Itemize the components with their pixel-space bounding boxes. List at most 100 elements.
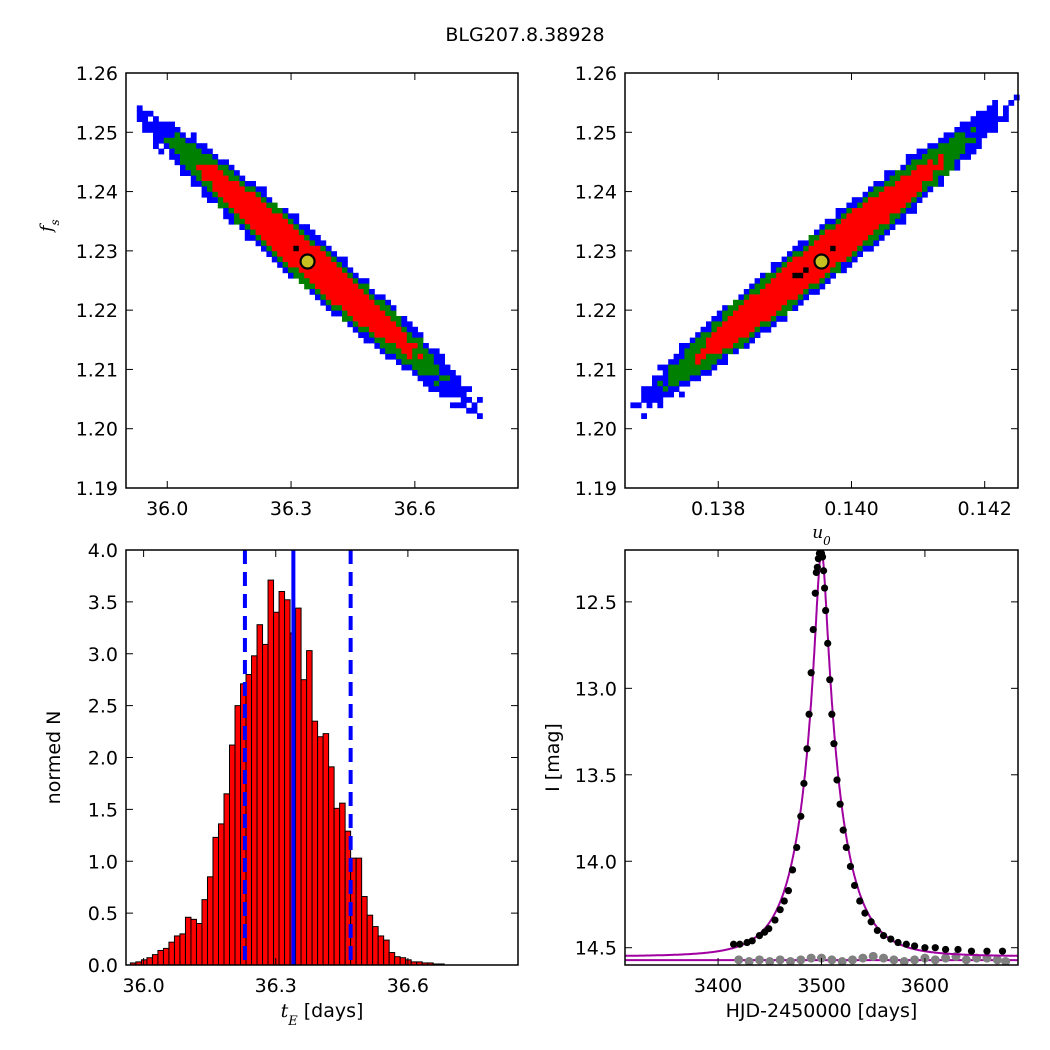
heatmap-cell bbox=[190, 170, 197, 176]
heatmap-cell bbox=[423, 343, 429, 349]
heatmap-cell bbox=[878, 191, 885, 198]
heatmap-cell bbox=[212, 164, 219, 171]
heatmap-cell bbox=[706, 348, 712, 355]
heatmap-cell bbox=[201, 143, 208, 149]
y-tick-label: 1.20 bbox=[575, 419, 617, 441]
y-tick-label: 0.0 bbox=[88, 955, 118, 977]
lightcurve-point bbox=[821, 584, 829, 592]
heatmap-cell bbox=[358, 289, 364, 295]
lightcurve-point bbox=[824, 639, 832, 647]
lightcurve-point bbox=[942, 945, 950, 954]
heatmap-cell bbox=[444, 380, 451, 387]
heatmap-cell bbox=[298, 278, 305, 284]
heatmap-cell bbox=[401, 326, 408, 333]
heatmap-cell bbox=[439, 391, 445, 398]
heatmap-cell bbox=[754, 278, 761, 284]
heatmap-cell bbox=[369, 305, 375, 311]
x-tick-label: 36.3 bbox=[255, 975, 297, 997]
heatmap-cell bbox=[347, 305, 354, 311]
heatmap-cell bbox=[873, 218, 880, 225]
heatmap-cell bbox=[781, 294, 788, 301]
heatmap-cell bbox=[695, 359, 701, 365]
heatmap-cell bbox=[668, 391, 674, 398]
heatmap-cell bbox=[336, 262, 343, 268]
heatmap-cell bbox=[244, 229, 251, 236]
heatmap-cell bbox=[406, 348, 413, 355]
heatmap-cell bbox=[970, 116, 977, 122]
heatmap-cell bbox=[787, 305, 793, 311]
heatmap-cell bbox=[760, 326, 766, 333]
heatmap-cell bbox=[792, 305, 799, 311]
histogram-bar bbox=[151, 954, 159, 966]
heatmap-cell bbox=[711, 337, 718, 344]
heatmap-cell bbox=[190, 143, 197, 149]
heatmap-cell bbox=[911, 197, 917, 203]
heatmap-cell bbox=[841, 218, 847, 225]
heatmap-cell bbox=[851, 235, 858, 241]
heatmap-cell bbox=[797, 294, 804, 301]
heatmap-cell bbox=[749, 294, 755, 301]
panel-tE-fs-heatmap bbox=[136, 105, 483, 419]
heatmap-cell bbox=[358, 316, 364, 322]
heatmap-cell bbox=[185, 137, 192, 144]
heatmap-cell bbox=[217, 191, 224, 198]
heatmap-cell bbox=[668, 375, 674, 382]
heatmap-cell bbox=[196, 148, 202, 155]
heatmap-cell bbox=[304, 283, 310, 290]
heatmap-cell bbox=[212, 197, 219, 203]
heatmap-cell bbox=[841, 240, 847, 247]
heatmap-cell bbox=[749, 316, 755, 322]
heatmap-cell bbox=[916, 164, 923, 171]
heatmap-cell bbox=[207, 164, 213, 171]
heatmap-cell bbox=[401, 332, 408, 338]
heatmap-cell bbox=[927, 143, 934, 149]
heatmap-cell bbox=[657, 391, 664, 398]
heatmap-cell bbox=[776, 299, 782, 306]
heatmap-cell bbox=[679, 370, 685, 376]
heatmap-cell bbox=[271, 251, 278, 257]
heatmap-cell bbox=[765, 316, 772, 322]
lightcurve-point bbox=[797, 812, 805, 820]
heatmap-cell bbox=[471, 407, 478, 414]
y-tick-label: 14.5 bbox=[575, 938, 617, 960]
heatmap-cell bbox=[733, 310, 739, 317]
heatmap-cell bbox=[417, 332, 424, 338]
heatmap-cell bbox=[331, 262, 337, 268]
y-tick-label: 1.22 bbox=[76, 300, 118, 322]
heatmap-cell bbox=[385, 326, 391, 333]
heatmap-cell bbox=[884, 186, 890, 193]
heatmap-cell bbox=[927, 181, 934, 187]
y-tick-label: 1.22 bbox=[575, 300, 617, 322]
heatmap-cell bbox=[776, 294, 782, 301]
heatmap-cell bbox=[819, 229, 826, 236]
heatmap-cell bbox=[862, 224, 869, 230]
heatmap-cell bbox=[824, 245, 831, 252]
heatmap-cell bbox=[255, 213, 262, 220]
heatmap-cell bbox=[207, 181, 213, 187]
heatmap-cell bbox=[342, 294, 348, 301]
heatmap-cell bbox=[185, 164, 192, 171]
histogram-bar bbox=[388, 952, 396, 966]
heatmap-cell bbox=[706, 321, 712, 328]
heatmap-cell bbox=[250, 218, 256, 225]
heatmap-cell bbox=[153, 137, 159, 144]
heatmap-cell bbox=[657, 364, 664, 371]
heatmap-cell bbox=[158, 127, 165, 133]
heatmap-cell bbox=[727, 337, 734, 344]
heatmap-cell bbox=[722, 310, 728, 317]
heatmap-cell bbox=[217, 181, 224, 187]
heatmap-cell bbox=[884, 218, 890, 225]
panel-tE-histogram-bars bbox=[129, 550, 445, 966]
heatmap-cell bbox=[997, 116, 1004, 122]
heatmap-cell bbox=[954, 137, 961, 144]
heatmap-cell bbox=[889, 191, 896, 198]
heatmap-cell bbox=[819, 267, 826, 274]
lightcurve-point bbox=[856, 897, 864, 905]
heatmap-cell bbox=[358, 278, 364, 284]
heatmap-cell bbox=[781, 256, 788, 263]
heatmap-cell bbox=[217, 175, 224, 182]
heatmap-cell bbox=[830, 267, 836, 274]
heatmap-cell bbox=[916, 175, 923, 182]
heatmap-cell bbox=[401, 348, 408, 355]
heatmap-cell bbox=[374, 294, 381, 301]
